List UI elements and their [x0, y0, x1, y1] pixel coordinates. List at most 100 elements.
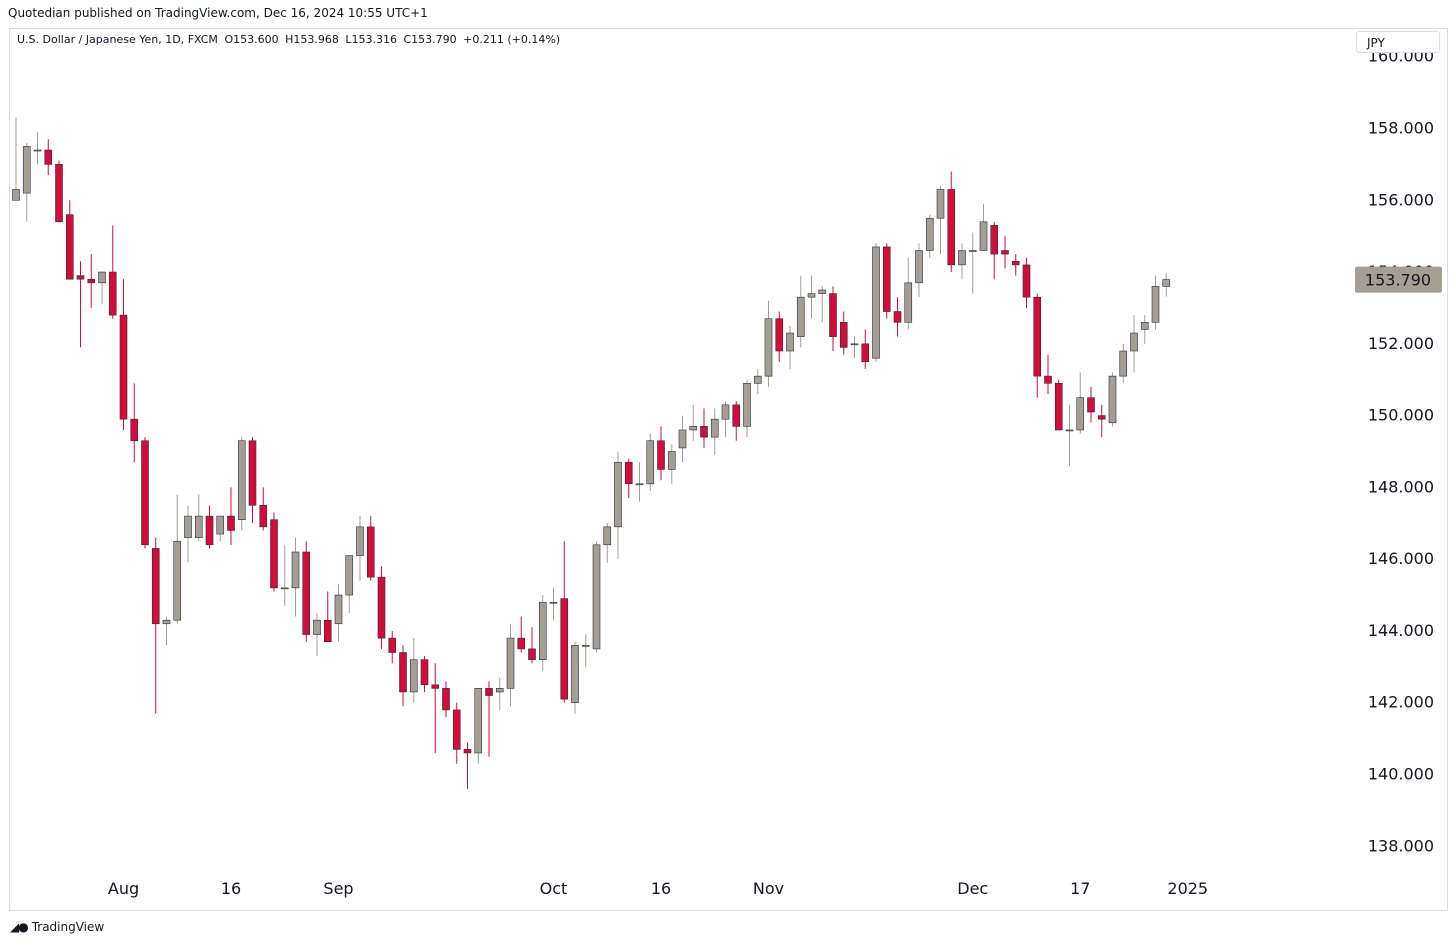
candle-body — [581, 645, 590, 647]
candle-100 — [1087, 386, 1095, 423]
candle-39 — [431, 663, 440, 753]
candle-68 — [743, 379, 751, 438]
candle-body — [947, 189, 956, 266]
candle-body — [1044, 375, 1052, 384]
legend-symbol: U.S. Dollar / Japanese Yen, 1D, FXCM — [17, 33, 218, 46]
candle-52 — [571, 641, 579, 714]
candle-55 — [603, 523, 612, 563]
candle-46 — [506, 623, 515, 707]
chart-panel[interactable] — [9, 28, 1448, 911]
candle-body — [377, 576, 386, 639]
candle-62 — [678, 415, 687, 463]
candle-76 — [829, 286, 837, 352]
candle-12 — [141, 437, 149, 549]
candle-body — [753, 375, 762, 384]
candle-63 — [689, 404, 698, 441]
candle-18 — [205, 505, 214, 549]
candle-body — [635, 483, 644, 486]
candle-body — [1011, 260, 1020, 266]
candle-body — [614, 461, 622, 528]
candle-body — [302, 551, 311, 635]
candle-2 — [33, 132, 42, 165]
candle-101 — [1097, 404, 1106, 438]
price-tick-label: 156.000 — [1368, 190, 1434, 209]
candle-body — [259, 505, 268, 528]
candle-92 — [1001, 236, 1009, 269]
candle-body — [571, 645, 579, 704]
candle-22 — [248, 437, 257, 524]
candle-77 — [839, 311, 848, 355]
candle-43 — [474, 688, 483, 764]
candle-14 — [162, 616, 171, 646]
candle-body — [904, 282, 913, 323]
candle-40 — [442, 681, 450, 718]
currency-button[interactable]: JPY — [1356, 31, 1440, 53]
price-tick-label: 158.000 — [1368, 118, 1434, 137]
candle-body — [743, 383, 751, 427]
candle-66 — [721, 401, 730, 438]
candle-88 — [958, 243, 966, 280]
candle-body — [603, 526, 612, 546]
candle-body — [958, 250, 966, 266]
candle-31 — [345, 555, 354, 614]
candle-7 — [87, 254, 96, 308]
candle-90 — [979, 203, 988, 251]
price-tick-label: 140.000 — [1368, 765, 1434, 784]
candle-body — [592, 544, 601, 650]
candle-body — [517, 637, 526, 650]
time-tick-label: 16 — [651, 879, 671, 898]
candle-94 — [1022, 257, 1031, 308]
candle-body — [700, 426, 708, 438]
time-tick-label: 2025 — [1167, 879, 1208, 898]
time-tick-label: Sep — [323, 879, 353, 898]
candle-body — [624, 461, 633, 485]
candle-50 — [549, 587, 558, 621]
candle-body — [463, 749, 472, 754]
time-tick-label: 17 — [1070, 879, 1090, 898]
candle-body — [1065, 429, 1074, 432]
candle-body — [721, 404, 730, 420]
candle-59 — [646, 433, 655, 491]
tradingview-brand[interactable]: ◢● TradingView — [10, 920, 104, 934]
candle-body — [538, 601, 547, 660]
candle-body — [872, 246, 880, 359]
candle-body — [1108, 375, 1117, 424]
candle-body — [1087, 397, 1095, 413]
candle-95 — [1033, 293, 1042, 398]
candle-body — [829, 293, 837, 337]
candle-body — [291, 551, 300, 589]
candle-body — [162, 619, 171, 625]
candle-98 — [1065, 404, 1074, 466]
candle-73 — [796, 275, 805, 348]
candle-33 — [366, 516, 375, 581]
candle-body — [968, 250, 977, 252]
candle-45 — [495, 677, 504, 710]
candle-body — [108, 271, 117, 316]
candle-body — [442, 688, 450, 711]
candle-body — [839, 321, 848, 348]
candle-body — [667, 451, 676, 470]
candle-16 — [184, 505, 192, 563]
candle-51 — [560, 541, 569, 703]
time-tick-label: Aug — [108, 879, 139, 898]
candle-29 — [323, 591, 332, 643]
candle-body — [227, 515, 235, 531]
candle-79 — [861, 329, 870, 369]
candle-49 — [538, 595, 547, 671]
candle-body — [130, 418, 139, 442]
candle-69 — [753, 368, 762, 395]
candle-41 — [452, 702, 461, 764]
candle-body — [657, 440, 665, 470]
candle-body — [33, 149, 42, 152]
candle-34 — [377, 566, 386, 649]
candle-body — [119, 314, 128, 420]
time-tick-label: Nov — [753, 879, 784, 898]
legend-change: +0.211 (+0.14%) — [463, 33, 561, 46]
price-tick-label: 150.000 — [1368, 406, 1434, 425]
candle-60 — [657, 426, 665, 481]
candle-97 — [1054, 379, 1063, 431]
candle-9 — [108, 225, 117, 319]
price-tick-label: 142.000 — [1368, 693, 1434, 712]
candle-103 — [1119, 343, 1128, 384]
